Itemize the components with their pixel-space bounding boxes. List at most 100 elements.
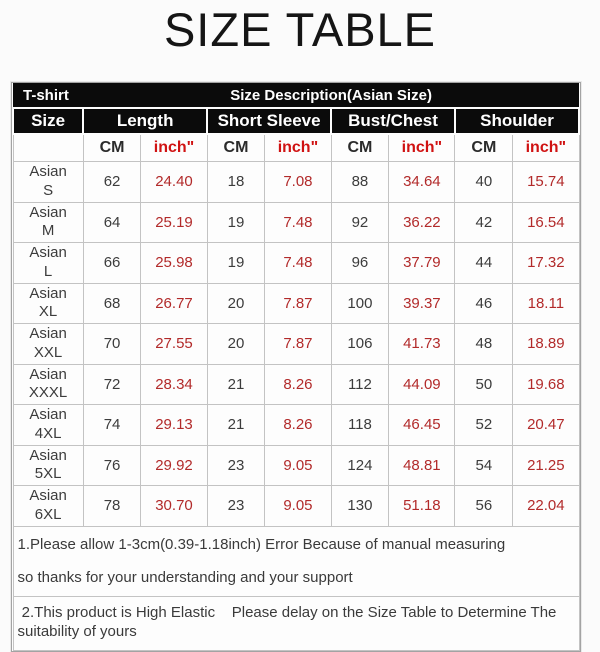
cm-value: 124 (330, 444, 390, 486)
cm-value: 118 (330, 404, 390, 446)
cm-value: 54 (454, 444, 514, 486)
inch-value: 8.26 (264, 363, 332, 405)
inch-value: 22.04 (512, 485, 580, 527)
table-row: Asian XXL 70 27.55 20 7.87 106 41.73 48 18.89 (12, 323, 580, 365)
inch-value: 34.64 (388, 161, 456, 203)
cm-value: 106 (330, 323, 390, 365)
table-row: Asian M 64 25.19 19 7.48 92 36.22 42 16.54 (12, 201, 580, 243)
unit-header-cm: CM (330, 133, 390, 162)
notes-row-1: 1.Please allow 1-3cm(0.39-1.18inch) Erro… (12, 525, 580, 597)
unit-header-cm: CM (454, 133, 514, 162)
inch-value: 29.92 (140, 444, 208, 486)
size-label: Asian XL (12, 282, 84, 324)
size-label: Asian 5XL (12, 444, 84, 486)
cm-value: 23 (206, 485, 266, 527)
cm-value: 96 (330, 242, 390, 284)
cm-value: 50 (454, 363, 514, 405)
table-row: Asian XXXL 72 28.34 21 8.26 112 44.09 50 19.68 (12, 363, 580, 405)
table-row: Asian 5XL 76 29.92 23 9.05 124 48.81 54 21.25 (12, 444, 580, 486)
cm-value: 21 (206, 363, 266, 405)
col-header-bust-chest: Bust/Chest (330, 107, 456, 135)
notes-row-2: 2.This product is High Elastic Please de… (12, 595, 580, 651)
col-header-shoulder: Shoulder (453, 107, 581, 135)
cm-value: 20 (206, 282, 266, 324)
cm-value: 56 (454, 485, 514, 527)
cm-value: 23 (206, 444, 266, 486)
note-line-3: 2.This product is High Elastic Please de… (17, 603, 561, 641)
inch-value: 25.98 (140, 242, 208, 284)
size-table-page: SIZE TABLE T-shirt Size Description(Asia… (11, 3, 581, 652)
col-header-short-sleeve: Short Sleeve (206, 107, 333, 135)
cm-value: 72 (82, 363, 142, 405)
cm-value: 19 (206, 201, 266, 243)
inch-value: 41.73 (388, 323, 456, 365)
unit-header-inch: inch" (388, 133, 456, 162)
cm-value: 88 (330, 161, 390, 203)
size-label: Asian L (12, 242, 84, 284)
table-row: Asian L 66 25.98 19 7.48 96 37.79 44 17.32 (12, 242, 580, 284)
inch-value: 7.08 (264, 161, 332, 203)
unit-header-cm: CM (82, 133, 142, 162)
cm-value: 44 (454, 242, 514, 284)
inch-value: 7.48 (264, 201, 332, 243)
cm-value: 112 (330, 363, 390, 405)
inch-value: 18.89 (512, 323, 580, 365)
col-header-length: Length (82, 107, 209, 135)
product-label: T-shirt (13, 83, 84, 108)
col-header-size: Size (11, 107, 85, 135)
inch-value: 15.74 (512, 161, 580, 203)
inch-value: 30.70 (140, 485, 208, 527)
size-label: Asian S (12, 161, 84, 203)
inch-value: 16.54 (512, 201, 580, 243)
measuring-note: 1.Please allow 1-3cm(0.39-1.18inch) Erro… (12, 525, 580, 597)
unit-header-row: CM inch" CM inch" CM inch" CM inch" (12, 133, 580, 162)
inch-value: 36.22 (388, 201, 456, 243)
cm-value: 66 (82, 242, 142, 284)
cm-value: 40 (454, 161, 514, 203)
inch-value: 27.55 (140, 323, 208, 365)
cm-value: 52 (454, 404, 514, 446)
unit-header-cm: CM (206, 133, 266, 162)
size-label: Asian XXXL (12, 363, 84, 405)
page-title: SIZE TABLE (163, 3, 437, 56)
size-label: Asian XXL (12, 323, 84, 365)
inch-value: 19.68 (512, 363, 580, 405)
inch-value: 8.26 (264, 404, 332, 446)
table-title-bar: T-shirt Size Description(Asian Size) (13, 83, 579, 108)
size-rows: Asian S 62 24.40 18 7.08 88 34.64 40 15.74 Asian … (12, 161, 580, 527)
cm-value: 130 (330, 485, 390, 527)
unit-header-inch: inch" (512, 133, 580, 162)
unit-header-inch: inch" (264, 133, 332, 162)
cm-value: 48 (454, 323, 514, 365)
cm-value: 64 (82, 201, 142, 243)
table-row: Asian S 62 24.40 18 7.08 88 34.64 40 15.74 (12, 161, 580, 203)
inch-value: 51.18 (388, 485, 456, 527)
inch-value: 9.05 (264, 485, 332, 527)
cm-value: 20 (206, 323, 266, 365)
cm-value: 46 (454, 282, 514, 324)
inch-value: 44.09 (388, 363, 456, 405)
inch-value: 17.32 (512, 242, 580, 284)
size-table-grid: T-shirt Size Description(Asian Size) Siz… (11, 83, 581, 651)
cm-value: 78 (82, 485, 142, 527)
inch-value: 20.47 (512, 404, 580, 446)
size-label: Asian 4XL (12, 404, 84, 446)
cm-value: 70 (82, 323, 142, 365)
inch-value: 25.19 (140, 201, 208, 243)
elastic-note: 2.This product is High Elastic Please de… (12, 595, 580, 651)
cm-value: 42 (454, 201, 514, 243)
table-row: Asian XL 68 26.77 20 7.87 100 39.37 46 18.11 (12, 282, 580, 324)
inch-value: 9.05 (264, 444, 332, 486)
inch-value: 28.34 (140, 363, 208, 405)
size-label: Asian 6XL (12, 485, 84, 527)
unit-header-empty (12, 133, 84, 162)
inch-value: 18.11 (512, 282, 580, 324)
table-description: Size Description(Asian Size) (83, 83, 579, 108)
inch-value: 21.25 (512, 444, 580, 486)
inch-value: 7.48 (264, 242, 332, 284)
cm-value: 18 (206, 161, 266, 203)
note-line-2: so thanks for your understanding and you… (17, 569, 353, 586)
table-row: Asian 6XL 78 30.70 23 9.05 130 51.18 56 22.04 (12, 485, 580, 527)
unit-header-inch: inch" (140, 133, 208, 162)
note-line-1: 1.Please allow 1-3cm(0.39-1.18inch) Erro… (17, 535, 506, 553)
